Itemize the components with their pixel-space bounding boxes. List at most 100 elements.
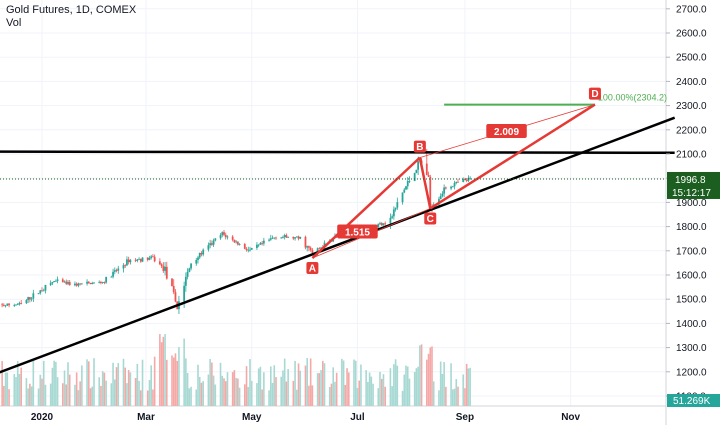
volume-bar [469,367,471,406]
volume-bar [219,362,222,406]
volume-bar [185,358,187,406]
volume-bar [438,390,440,406]
y-tick-label: 2400.0 [676,77,707,88]
volume-bar [140,390,142,406]
candle-body [54,280,57,282]
volume-bar [30,386,33,406]
volume-bar [42,360,45,406]
candle-body [226,236,229,238]
last-price-tag [667,171,720,199]
candle-body [79,283,82,285]
candle-body [214,238,217,241]
volume-bar [235,377,237,406]
volume-bar [62,383,64,406]
volume-bar [223,378,225,406]
candle-body [63,281,66,283]
volume-bar [353,359,355,406]
candle-body [268,239,270,241]
volume-bar [401,390,404,406]
candle-body [32,293,35,299]
volume-bar [124,367,126,406]
volume-bar [377,388,380,406]
volume-bar [403,374,406,406]
candle-body [209,243,212,246]
candle-body [124,265,127,267]
volume-bar [270,366,272,406]
candle-body [110,276,113,278]
volume-bar [86,359,88,406]
volume-bar [271,383,274,406]
candle-body [41,290,43,292]
volume-bar [8,389,10,406]
candle-body [42,290,45,292]
volume-bar [159,334,161,406]
volume-bar [238,387,241,406]
volume-bar [457,386,459,406]
volume-bar [20,367,22,406]
y-tick-label: 1700.0 [676,246,707,257]
candle-body [377,223,380,227]
y-tick-label: 2700.0 [676,4,707,15]
candle-body [100,282,102,283]
candle-body [148,258,151,260]
pattern-point-label: B [416,142,423,153]
candle-body [165,266,168,279]
candle-body [316,248,319,253]
candle-body [439,196,442,200]
candle-body [262,240,265,244]
volume-bar [41,378,43,406]
volume-bar [309,358,312,406]
candle-body [294,237,296,239]
pattern-point-badge [588,87,601,100]
volume-bar [164,334,166,406]
volume-bar [299,370,302,406]
candle-body [51,282,54,284]
candle-body [223,232,225,235]
volume-bar [171,355,173,406]
volume-bar [224,381,227,406]
volume-bar [91,386,94,406]
candle-body [162,265,165,271]
volume-bar [396,365,399,406]
volume-bar [202,381,204,406]
candle-body [429,176,432,208]
candle-body [74,283,76,286]
y-tick-label: 1800.0 [676,222,707,233]
volume-bar [273,365,276,406]
volume-bar [88,361,90,406]
candle-body [98,282,101,283]
candle-body [190,263,192,269]
volume-bar [18,373,21,406]
volume-bar [89,388,92,406]
candle-body [311,250,314,253]
volume-bar [294,360,296,406]
candle-body [457,181,459,183]
candle-body [122,265,125,269]
volume-bar [146,390,149,406]
volume-bar [432,381,435,406]
candle-body [75,283,78,286]
candle-body [49,283,52,285]
y-tick-label: 2600.0 [676,29,707,40]
candle-body [68,282,71,286]
drawings: 100.00%(2304.2) A B C D 1.515 2.009 [0,87,676,374]
volume-bar [188,388,191,406]
x-tick-label: May [242,412,262,423]
candle-body [87,281,90,283]
candle-body [80,283,83,285]
volume-bar [268,390,270,406]
candle-body [195,259,198,264]
candle-body [405,186,407,190]
pattern-point-badge [424,212,437,225]
volume-bar [226,372,229,406]
candle-body [379,223,381,224]
volume-bar [408,378,411,406]
volume-bar [249,359,251,406]
volume-bar [346,368,348,406]
volume-bar [465,363,468,406]
candle-body [139,258,142,262]
y-tick-label: 1300.0 [676,343,707,354]
volume-bar [183,338,185,406]
volume-bar [332,367,334,406]
